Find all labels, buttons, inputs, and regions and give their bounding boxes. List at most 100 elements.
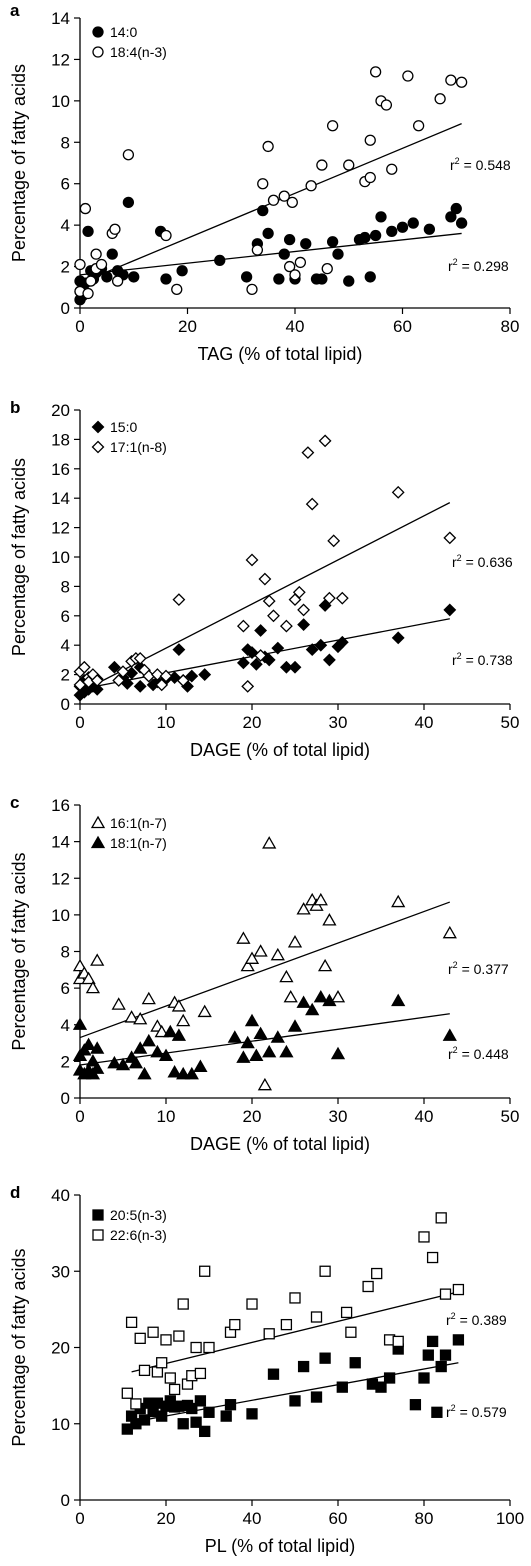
data-point (240, 958, 255, 972)
data-point (296, 902, 311, 915)
data-point (288, 660, 302, 674)
data-point (443, 531, 457, 545)
trend-line (131, 1291, 459, 1373)
data-point (185, 669, 199, 683)
x-tick-label: 50 (501, 1107, 520, 1126)
x-tick-label: 80 (415, 1509, 434, 1528)
data-point (396, 221, 409, 233)
data-point (154, 1024, 169, 1038)
data-point (197, 1004, 212, 1018)
data-point (240, 1035, 255, 1049)
data-point (335, 635, 349, 649)
data-point (82, 287, 94, 300)
data-point (72, 958, 88, 972)
data-point (124, 1010, 139, 1023)
r-squared-label: r2 = 0.298 (448, 257, 509, 274)
data-point (300, 238, 312, 250)
data-point (322, 653, 336, 667)
legend-label: 18:4(n-3) (110, 44, 167, 60)
data-point (326, 120, 339, 132)
x-tick-label: 80 (501, 317, 520, 336)
data-point (133, 652, 147, 665)
data-point (292, 585, 306, 599)
data-point (203, 1341, 215, 1354)
series-14:0 (74, 196, 468, 306)
data-point (305, 497, 319, 511)
data-point (380, 99, 393, 111)
data-point (85, 275, 97, 287)
data-point (455, 217, 468, 229)
x-tick-label: 40 (415, 713, 434, 732)
data-point (297, 603, 311, 617)
x-tick-label: 40 (415, 1107, 434, 1126)
data-point (326, 236, 339, 248)
y-tick-label: 12 (51, 519, 70, 538)
legend-marker (91, 440, 105, 454)
data-point (345, 1326, 357, 1338)
data-point (82, 225, 94, 238)
data-point (289, 1292, 301, 1304)
data-point (319, 1352, 331, 1364)
x-tick-label: 20 (243, 1107, 262, 1126)
series-18:1(n-7) (72, 989, 457, 1080)
data-point (279, 1044, 294, 1058)
data-point (133, 679, 147, 693)
data-point (442, 925, 457, 939)
data-point (236, 656, 250, 670)
y-axis-title: Percentage of fatty acids (9, 64, 29, 262)
data-point (171, 1028, 187, 1041)
data-point (364, 271, 376, 283)
r-squared-label: r2 = 0.377 (448, 960, 509, 977)
data-point (167, 1065, 182, 1078)
data-point (137, 1066, 152, 1080)
data-point (122, 196, 135, 209)
x-tick-label: 10 (157, 713, 176, 732)
data-point (371, 1267, 383, 1280)
x-tick-label: 50 (501, 713, 520, 732)
series-22:6(n-3) (121, 1212, 465, 1410)
data-point (171, 283, 183, 296)
data-point (141, 991, 156, 1005)
data-point (359, 231, 371, 244)
trend-line (79, 1013, 450, 1066)
data-point (158, 1048, 174, 1062)
data-point (236, 1050, 251, 1063)
data-point (90, 682, 104, 696)
data-point (267, 609, 280, 623)
data-point (173, 1330, 185, 1342)
data-point (267, 194, 280, 206)
y-tick-label: 4 (61, 216, 70, 235)
data-point (72, 1017, 88, 1030)
data-point (236, 931, 251, 944)
data-point (156, 1410, 168, 1422)
legend-label: 22:6(n-3) (110, 1227, 167, 1243)
data-point (133, 1011, 148, 1025)
data-point (439, 1349, 452, 1361)
data-point (253, 1026, 268, 1040)
data-point (190, 1416, 202, 1428)
data-point (151, 1366, 164, 1378)
data-point (111, 275, 124, 287)
data-point (283, 233, 296, 246)
data-point (199, 1265, 211, 1277)
data-point (203, 1406, 215, 1418)
y-tick-label: 12 (51, 869, 70, 888)
chart-panel-a: a 0 2 4 6 8 10 12 14 0 20 40 60 80 TAG (% of total lip… (9, 1, 519, 364)
data-point (279, 619, 293, 633)
data-point (160, 1334, 172, 1346)
legend-marker (92, 1209, 104, 1221)
data-point (283, 989, 298, 1003)
data-point (254, 649, 268, 662)
data-point (172, 643, 186, 657)
data-point (431, 1406, 443, 1418)
y-tick-label: 12 (51, 50, 70, 69)
data-point (190, 1341, 202, 1354)
x-tick-label: 10 (157, 1107, 176, 1126)
data-point (107, 660, 121, 674)
data-point (316, 159, 328, 171)
data-point (246, 283, 258, 296)
y-tick-label: 0 (61, 1089, 70, 1108)
y-tick-label: 20 (51, 1339, 70, 1358)
data-point (434, 93, 446, 105)
data-point (111, 997, 126, 1010)
